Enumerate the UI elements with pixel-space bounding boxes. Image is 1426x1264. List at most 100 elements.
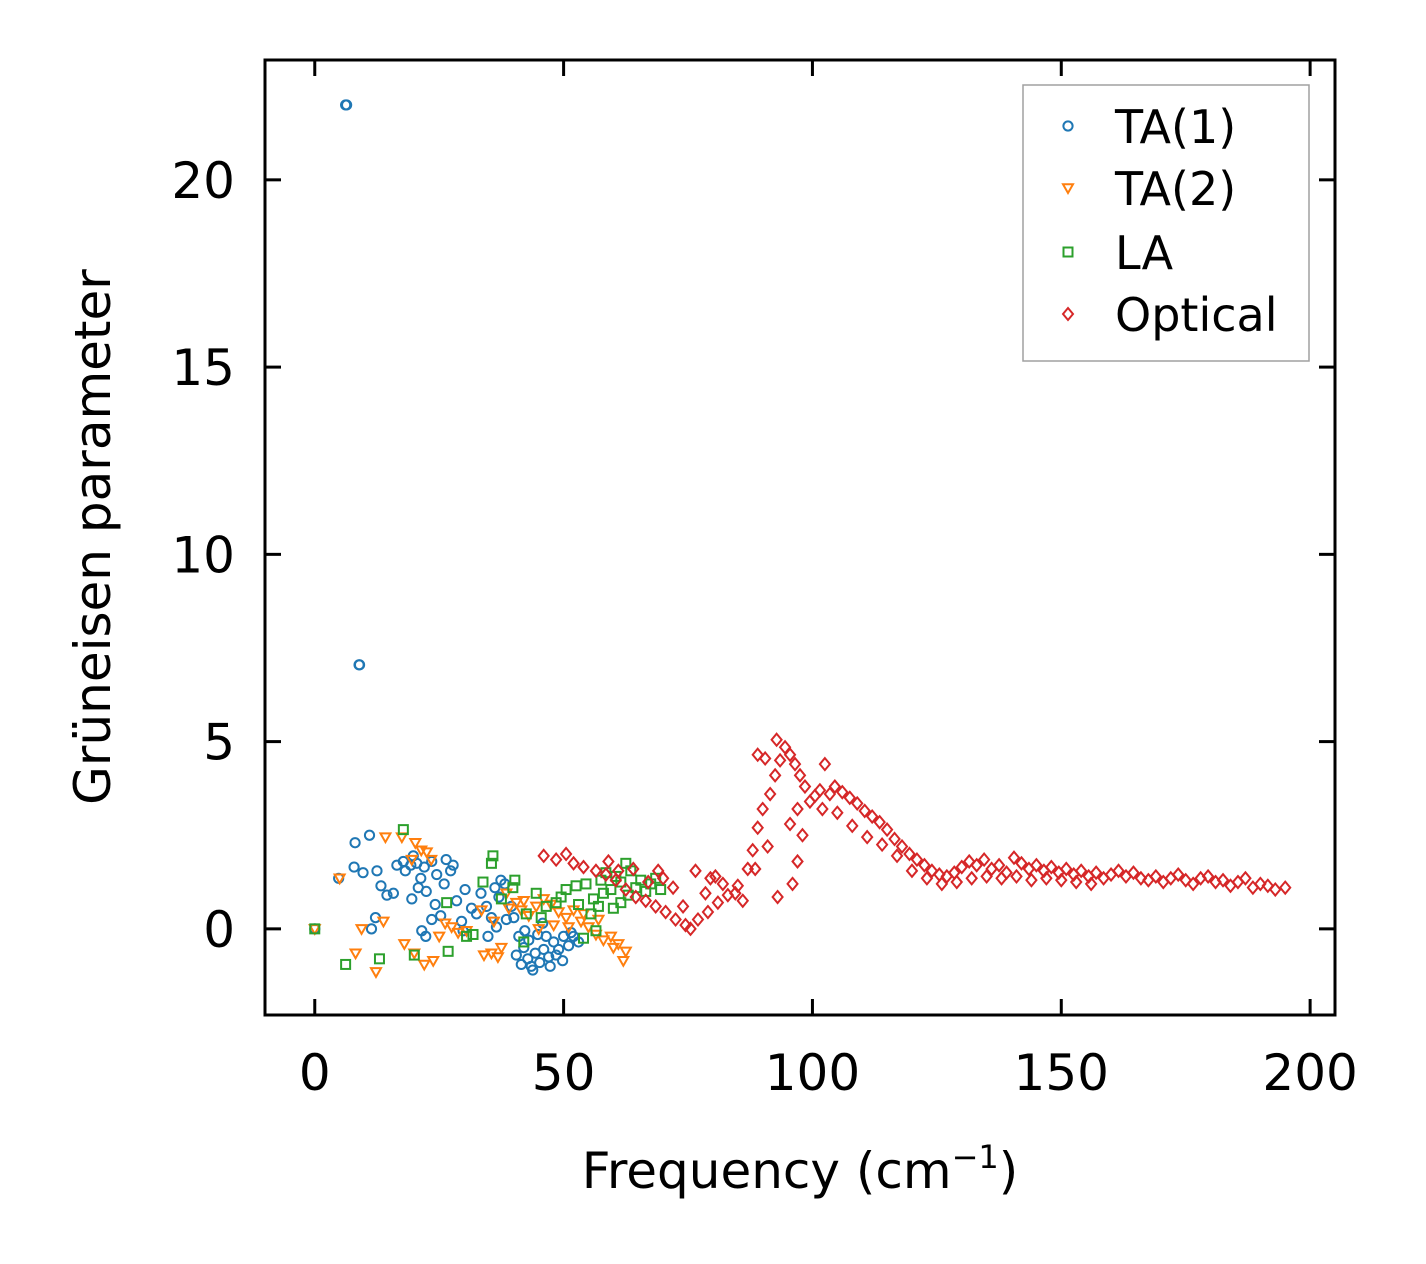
data-point-ta2 xyxy=(509,897,524,910)
data-point-ta1 xyxy=(371,865,383,877)
data-point-optical xyxy=(791,801,804,817)
x-tick-label: 100 xyxy=(765,1044,860,1102)
data-point-ta1 xyxy=(426,855,438,868)
data-point-ta2 xyxy=(604,931,618,944)
data-point-la xyxy=(585,908,597,920)
data-point-la xyxy=(373,953,385,965)
data-point-optical xyxy=(995,870,1008,886)
data-points xyxy=(308,99,1292,979)
data-point-optical xyxy=(770,732,783,748)
data-point-optical xyxy=(1127,865,1140,881)
data-point-optical xyxy=(537,848,550,864)
data-point-ta2 xyxy=(417,959,431,972)
data-point-optical xyxy=(1261,878,1275,894)
data-point-optical xyxy=(609,872,623,888)
data-point-optical xyxy=(758,750,772,767)
x-tick-label: 150 xyxy=(1014,1044,1109,1102)
data-point-optical xyxy=(873,814,886,830)
data-point-optical xyxy=(773,752,787,768)
data-point-ta1 xyxy=(429,898,441,911)
data-point-optical xyxy=(1186,876,1200,892)
data-point-optical xyxy=(788,756,802,772)
y-tick-label: 10 xyxy=(171,526,235,584)
data-point-optical xyxy=(888,831,901,847)
data-point-optical xyxy=(895,838,909,855)
data-point-la xyxy=(397,824,409,836)
data-point-ta2 xyxy=(332,873,347,886)
legend-marker-ta2 xyxy=(1061,183,1075,196)
data-point-optical xyxy=(1201,868,1215,884)
data-point-ta1 xyxy=(418,861,430,873)
data-point-optical xyxy=(666,880,680,896)
data-point-ta1 xyxy=(519,925,531,937)
data-point-optical xyxy=(1149,868,1163,884)
data-point-optical xyxy=(890,848,904,864)
legend-label-optical: Optical xyxy=(1115,288,1277,342)
data-point-optical xyxy=(599,866,613,883)
data-point-optical xyxy=(910,852,924,868)
data-point-optical xyxy=(920,870,934,886)
data-point-ta1 xyxy=(426,913,438,926)
data-point-optical xyxy=(577,859,590,875)
data-point-optical xyxy=(736,893,750,909)
data-point-optical xyxy=(860,829,874,845)
data-point-la xyxy=(340,958,352,970)
data-point-ta2 xyxy=(536,894,551,906)
data-point-optical xyxy=(1045,859,1058,875)
plot-frame xyxy=(263,58,1337,1017)
data-point-ta2 xyxy=(529,901,543,914)
x-tick-label: 200 xyxy=(1262,1044,1357,1102)
data-point-ta1 xyxy=(438,878,450,890)
data-point-optical xyxy=(880,822,894,838)
data-point-ta2 xyxy=(531,924,546,936)
data-point-optical xyxy=(793,767,807,783)
x-axis-label-text: Frequency (cm xyxy=(582,1142,952,1200)
data-point-ta1 xyxy=(341,99,353,111)
data-point-optical xyxy=(684,921,697,937)
data-point-la xyxy=(590,925,602,937)
data-point-ta2 xyxy=(559,912,573,925)
data-point-optical xyxy=(709,868,722,884)
data-point-ta1 xyxy=(500,913,512,926)
data-point-ta1 xyxy=(406,893,418,905)
data-point-optical xyxy=(641,874,655,890)
legend-frame xyxy=(1022,84,1310,362)
legend-label-ta2: TA(2) xyxy=(1114,162,1236,216)
data-point-optical xyxy=(1179,872,1192,888)
y-tick-label: 0 xyxy=(203,901,235,959)
data-point-ta1 xyxy=(475,887,487,899)
data-point-ta1 xyxy=(482,930,494,942)
data-point-la xyxy=(309,923,321,935)
data-point-ta2 xyxy=(606,942,621,955)
data-point-ta2 xyxy=(596,935,611,948)
data-point-optical xyxy=(813,782,827,798)
data-point-ta1 xyxy=(553,943,565,956)
data-point-optical xyxy=(843,790,857,806)
data-point-optical xyxy=(746,842,760,858)
data-point-ta2 xyxy=(407,948,422,961)
data-point-optical xyxy=(1278,880,1292,896)
data-point-ta1 xyxy=(459,883,471,896)
y-axis-label: Grüneisen parameter xyxy=(64,269,122,805)
data-point-optical xyxy=(559,846,573,862)
data-point-optical xyxy=(549,852,563,868)
data-point-optical xyxy=(836,784,849,800)
data-point-optical xyxy=(1268,881,1282,898)
data-point-ta1 xyxy=(510,949,522,961)
data-point-optical xyxy=(955,859,969,875)
data-point-la xyxy=(555,891,567,903)
data-point-optical xyxy=(676,898,690,914)
data-point-optical xyxy=(629,889,643,905)
data-point-optical xyxy=(701,904,715,920)
data-point-ta2 xyxy=(517,896,531,908)
data-point-ta2 xyxy=(551,907,566,920)
data-point-optical xyxy=(903,846,916,862)
data-point-optical xyxy=(905,863,919,879)
data-point-optical xyxy=(1069,874,1083,890)
legend-label-ta1: TA(1) xyxy=(1114,100,1236,154)
data-point-optical xyxy=(689,863,702,879)
data-point-la xyxy=(509,874,521,886)
data-point-ta1 xyxy=(527,964,539,976)
data-point-ta1 xyxy=(381,889,393,901)
